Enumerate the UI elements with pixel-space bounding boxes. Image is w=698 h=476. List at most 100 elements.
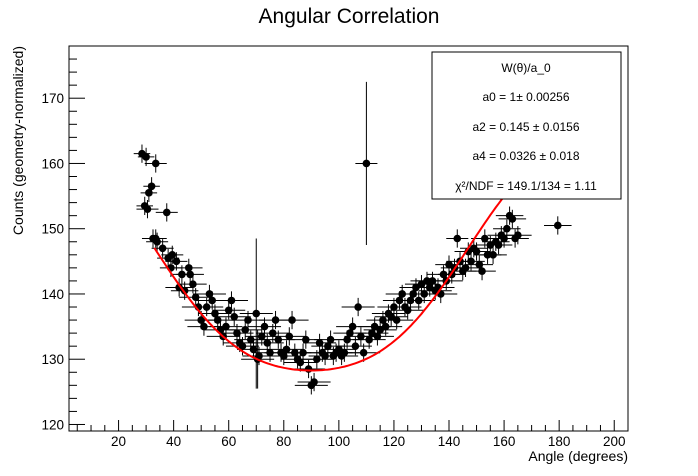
data-marker: [151, 159, 160, 168]
data-marker: [351, 342, 360, 350]
data-point: [198, 304, 232, 323]
x-tick-label: 40: [166, 434, 181, 449]
data-marker: [381, 322, 390, 331]
data-point: [355, 81, 378, 246]
data-marker: [503, 224, 511, 233]
data-marker: [158, 244, 167, 253]
stats-line-a2: a2 = 0.145 ± 0.0156: [472, 120, 579, 134]
data-marker: [222, 322, 230, 331]
y-tick-label: 150: [41, 222, 64, 237]
data-marker: [224, 306, 233, 315]
data-point: [468, 261, 496, 281]
data-marker: [147, 182, 156, 191]
data-point: [363, 320, 397, 339]
y-tick-label: 130: [41, 352, 64, 367]
data-marker: [453, 234, 462, 243]
x-tick-label: 140: [438, 434, 461, 449]
data-point: [484, 235, 513, 255]
x-tick-label: 200: [603, 434, 626, 449]
data-marker: [304, 365, 313, 373]
data-point: [341, 297, 375, 317]
data-marker: [175, 283, 183, 292]
data-marker: [368, 329, 376, 337]
data-marker: [461, 264, 470, 272]
data-marker: [268, 329, 277, 337]
data-marker: [143, 205, 152, 213]
data-marker: [244, 316, 252, 324]
x-tick-label: 60: [221, 434, 236, 449]
y-tick-label: 160: [41, 156, 64, 171]
data-marker: [263, 339, 272, 347]
data-marker: [191, 293, 200, 302]
data-point: [270, 340, 304, 359]
data-marker: [343, 335, 351, 344]
data-point: [355, 323, 389, 343]
data-marker: [489, 251, 497, 259]
data-point: [493, 219, 521, 238]
data-point: [544, 216, 572, 235]
stats-box: W(θ)/a_0 a0 = 1± 0.00256 a2 = 0.145 ± 0.…: [431, 51, 622, 200]
data-marker: [508, 215, 517, 223]
x-tick-label: 100: [328, 434, 351, 449]
data-marker: [387, 313, 395, 321]
data-point: [217, 307, 251, 326]
data-marker: [299, 348, 307, 357]
data-point: [272, 327, 306, 346]
data-marker: [335, 345, 343, 354]
data-marker: [279, 352, 288, 360]
data-marker: [373, 332, 382, 341]
data-point: [179, 275, 207, 294]
data-point: [136, 200, 159, 219]
data-marker: [362, 159, 371, 168]
data-marker: [184, 264, 193, 272]
data-point: [347, 343, 381, 362]
data-marker: [233, 329, 241, 337]
data-marker: [553, 221, 562, 230]
data-marker: [414, 296, 423, 305]
data-marker: [153, 237, 161, 246]
data-point: [234, 330, 268, 349]
stats-box-frame: [431, 51, 622, 200]
data-point: [143, 177, 160, 196]
y-tick-label: 120: [41, 417, 64, 432]
data-marker: [255, 352, 263, 360]
data-marker: [249, 345, 258, 354]
data-marker: [365, 335, 373, 344]
data-marker: [340, 348, 349, 357]
data-point: [179, 288, 213, 307]
x-tick-label: 20: [111, 434, 126, 449]
plot-layer: [133, 81, 572, 395]
data-marker: [478, 267, 486, 275]
data-marker: [514, 231, 522, 240]
data-marker: [475, 260, 484, 269]
data-marker: [376, 326, 384, 334]
data-point: [212, 301, 246, 320]
x-tick-label: 160: [493, 434, 516, 449]
x-tick-label: 180: [548, 434, 571, 449]
fit-curve: [153, 157, 560, 372]
data-point: [391, 301, 425, 320]
axis-layer: 20 40 60 80 100 120 140 160 180 200 120 130 140 150 16…: [41, 45, 629, 449]
data-marker: [494, 241, 503, 249]
data-marker: [238, 342, 247, 350]
stats-box-title: W(θ)/a_0: [501, 61, 551, 75]
data-point: [155, 203, 178, 222]
data-marker: [202, 303, 211, 311]
data-point: [465, 255, 494, 274]
data-point: [297, 372, 331, 392]
y-tick-label: 170: [41, 91, 64, 106]
data-marker: [324, 342, 332, 350]
data-marker: [313, 355, 321, 364]
data-point: [498, 209, 527, 229]
x-tick-label: 120: [383, 434, 406, 449]
data-marker: [162, 208, 171, 217]
data-marker: [145, 189, 153, 197]
data-point: [165, 278, 193, 297]
data-marker: [246, 335, 255, 344]
data-marker: [227, 296, 236, 305]
plot-frame: [68, 45, 629, 432]
data-marker: [417, 280, 426, 288]
data-point: [214, 291, 248, 310]
data-marker: [168, 251, 177, 259]
chart-title: Angular Correlation: [259, 5, 440, 28]
